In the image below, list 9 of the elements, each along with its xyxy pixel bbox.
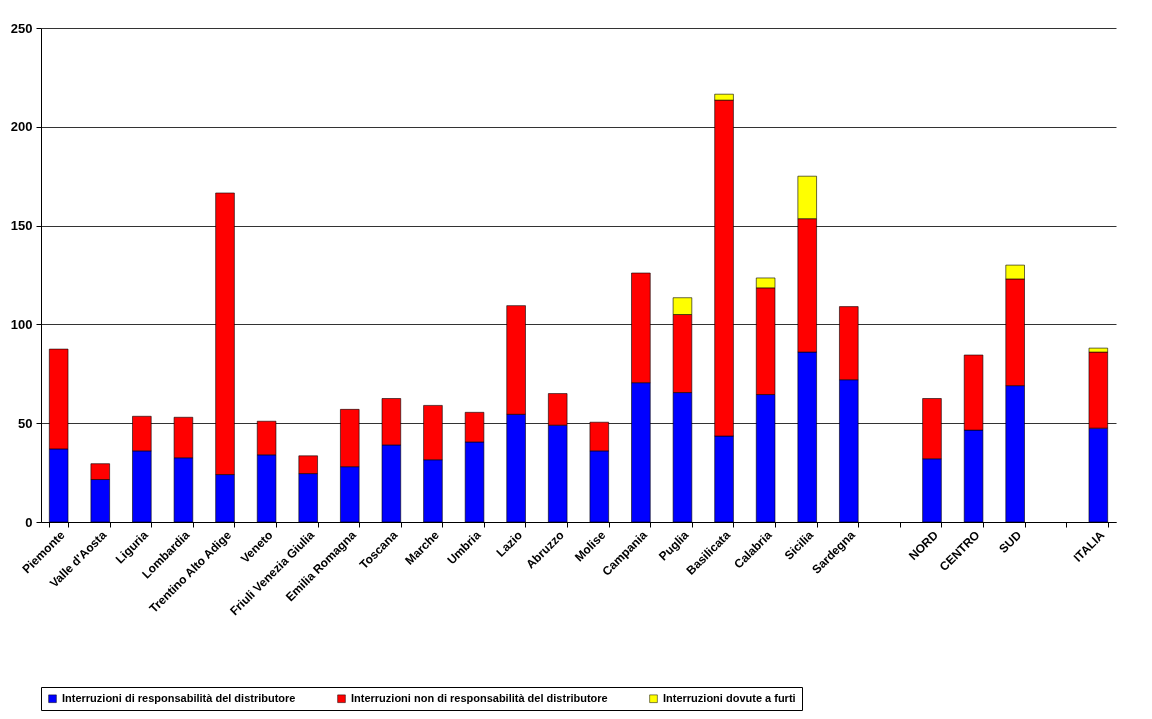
y-tick-label: 150 bbox=[10, 218, 33, 234]
legend-label: Interruzioni dovute a furti bbox=[663, 691, 796, 704]
y-tick-label: 250 bbox=[10, 20, 33, 36]
y-tick-label: 50 bbox=[18, 415, 33, 431]
y-tick-label: 0 bbox=[25, 514, 33, 530]
y-tick-label: 100 bbox=[10, 316, 33, 332]
legend-label: Interruzioni di responsabilità del distributore bbox=[62, 691, 296, 704]
legend-label: Interruzioni non di responsabilità del distributore bbox=[351, 691, 608, 704]
y-tick-label: 200 bbox=[10, 119, 33, 135]
